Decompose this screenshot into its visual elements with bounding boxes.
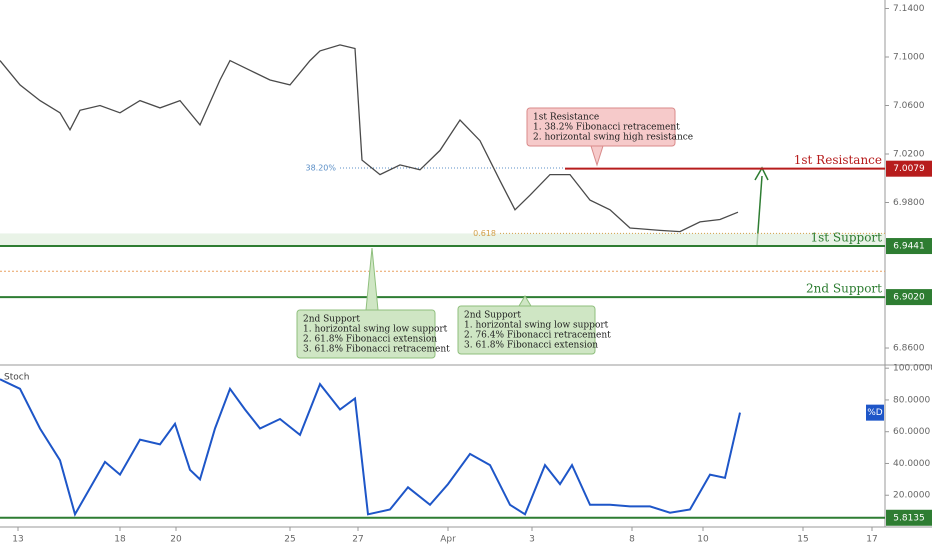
- level-badge: [886, 289, 932, 306]
- support-zone: [0, 233, 885, 247]
- legend-badge: [866, 404, 884, 421]
- callout-text: 3. 61.8% Fibonacci retracement: [303, 345, 450, 355]
- series-line: [0, 378, 741, 517]
- y-tick-label: 7.1000: [893, 52, 925, 62]
- callout-text: 2nd Support: [303, 315, 360, 325]
- fib-label: 38.20%: [305, 163, 336, 172]
- x-tick-label: 15: [797, 535, 808, 545]
- y-tick-label: 80.0000: [893, 395, 930, 405]
- x-tick-label: 17: [866, 535, 877, 545]
- legend-label: %D: [867, 408, 883, 418]
- callout-text: 1. 38.2% Fibonacci retracement: [533, 123, 680, 133]
- x-tick-label: 3: [529, 535, 535, 545]
- x-tick-label: 13: [12, 535, 23, 545]
- callout-pointer: [518, 295, 532, 307]
- x-tick-label: 27: [352, 535, 363, 545]
- level-badge: [886, 509, 932, 526]
- y-tick-label: 100.0000: [893, 364, 932, 374]
- x-tick-label: 18: [114, 535, 126, 545]
- x-tick-label: 25: [284, 535, 295, 545]
- level-badge-label: 5.8135: [893, 513, 925, 523]
- callout-box: [526, 107, 676, 147]
- x-tick-label: 20: [170, 535, 182, 545]
- level-badge: [886, 160, 932, 177]
- level-label: 2nd Support: [806, 282, 882, 296]
- callout-text: 2. 76.4% Fibonacci retracement: [464, 331, 611, 341]
- y-tick-label: 7.0200: [893, 150, 925, 160]
- callout-text: 2. 61.8% Fibonacci extension: [303, 335, 437, 345]
- callout-box: [457, 305, 596, 355]
- series-line: [0, 44, 739, 233]
- y-tick-label: 60.0000: [893, 427, 930, 437]
- level-label: 1st Support: [810, 231, 882, 245]
- y-tick-label: 7.0600: [893, 101, 925, 111]
- level-badge-label: 7.0079: [893, 164, 925, 174]
- y-tick-label: 40.0000: [893, 459, 930, 469]
- level-badge: [886, 238, 932, 255]
- callout-box: [296, 309, 436, 359]
- level-badge-label: 6.9020: [893, 293, 925, 303]
- x-tick-label: Apr: [440, 535, 456, 545]
- callout-text: 2. horizontal swing high resistance: [533, 133, 693, 143]
- y-tick-label: 6.8600: [893, 344, 925, 354]
- callout-text: 1st Resistance: [533, 113, 599, 123]
- y-tick-label: 7.1400: [893, 4, 925, 14]
- callout-text: 1. horizontal swing low support: [303, 325, 448, 335]
- panel-title: Stoch: [4, 373, 29, 383]
- x-tick-label: 10: [697, 535, 709, 545]
- level-badge-label: 6.9441: [893, 242, 925, 252]
- level-label: 1st Resistance: [794, 153, 882, 167]
- y-tick-label: 6.9800: [893, 198, 925, 208]
- callout-text: 1. horizontal swing low support: [464, 321, 609, 331]
- x-tick-label: 8: [629, 535, 635, 545]
- callout-text: 3. 61.8% Fibonacci extension: [464, 341, 598, 351]
- fib-label: 0.618: [473, 229, 496, 238]
- callout-text: 2nd Support: [464, 311, 521, 321]
- callout-pointer: [590, 145, 604, 167]
- callout-pointer: [365, 247, 379, 311]
- y-tick-label: 20.0000: [893, 491, 930, 501]
